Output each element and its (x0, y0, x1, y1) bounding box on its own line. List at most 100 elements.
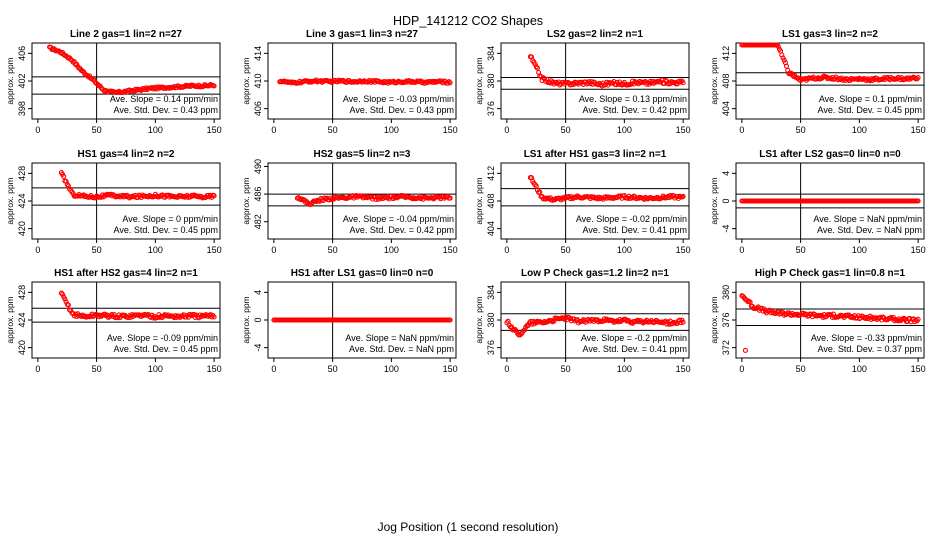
x-tick-label: 0 (739, 245, 744, 255)
std-dev-annotation: Ave. Std. Dev. = NaN ppm (817, 225, 922, 235)
y-tick-label: 372 (721, 340, 731, 355)
std-dev-annotation: Ave. Std. Dev. = 0.45 ppm (114, 344, 218, 354)
series-points (58, 170, 217, 201)
data-point (79, 68, 86, 74)
slope-annotation: Ave. Slope = NaN ppm/min (345, 333, 454, 343)
series-points (271, 317, 453, 323)
data-point (534, 65, 540, 71)
x-tick-label: 0 (739, 364, 744, 374)
x-tick-label: 0 (504, 364, 509, 374)
panel-9: HS1 after HS2 gas=4 lin=2 n=1 0 50 100 150 42… (5, 268, 222, 374)
x-tick-label: 100 (148, 364, 163, 374)
data-point (59, 291, 66, 297)
y-tick-label: 404 (721, 101, 731, 116)
data-point (541, 76, 548, 82)
data-point (781, 57, 787, 63)
panel-title: HS2 gas=5 lin=2 n=3 (314, 149, 411, 160)
x-tick-label: 50 (92, 125, 102, 135)
data-point (447, 317, 453, 323)
slope-annotation: Ave. Slope = 0.14 ppm/min (110, 94, 218, 104)
slope-annotation: Ave. Slope = -0.33 ppm/min (811, 333, 922, 343)
slope-annotation: Ave. Slope = -0.02 ppm/min (576, 214, 687, 224)
std-dev-annotation: Ave. Std. Dev. = 0.42 ppm (583, 105, 687, 115)
y-tick-label: 420 (17, 340, 27, 355)
y-tick-label: 482 (253, 214, 263, 229)
data-point (58, 290, 64, 296)
panel-title: High P Check gas=1 lin=0.8 n=1 (755, 268, 906, 279)
data-point (196, 315, 202, 321)
data-point (537, 189, 543, 195)
y-axis-label: approx. ppm (474, 177, 484, 224)
y-tick-label: 406 (17, 46, 27, 61)
y-tick-label: 384 (486, 285, 496, 300)
x-tick-label: 0 (271, 125, 276, 135)
x-tick-label: 100 (384, 245, 399, 255)
x-tick-label: 50 (92, 245, 102, 255)
y-tick-label: 380 (486, 312, 496, 327)
data-point (64, 54, 70, 60)
slope-annotation: Ave. Slope = -0.03 ppm/min (343, 94, 454, 104)
x-tick-label: 100 (384, 364, 399, 374)
data-point (149, 312, 155, 318)
data-point (211, 193, 217, 199)
x-tick-label: 100 (617, 125, 632, 135)
slope-annotation: Ave. Slope = -0.04 ppm/min (343, 214, 454, 224)
series-points (277, 77, 453, 86)
y-tick-label: 404 (486, 221, 496, 236)
x-tick-label: 100 (852, 364, 867, 374)
panel-6: HS2 gas=5 lin=2 n=3 0 50 100 150 482 486 490app… (241, 149, 458, 255)
series-points (527, 54, 686, 89)
slope-annotation: Ave. Slope = -0.2 ppm/min (581, 333, 687, 343)
y-tick-label: 380 (486, 73, 496, 88)
y-tick-label: 428 (17, 166, 27, 181)
y-tick-label: 402 (17, 73, 27, 88)
panel-title: HS1 gas=4 lin=2 n=2 (78, 149, 175, 160)
data-point (446, 79, 452, 85)
data-point (63, 299, 69, 305)
std-dev-annotation: Ave. Std. Dev. = 0.43 ppm (350, 105, 454, 115)
panel-title: HS1 after HS2 gas=4 lin=2 n=1 (54, 268, 198, 279)
slope-annotation: Ave. Slope = 0.13 ppm/min (579, 94, 687, 104)
data-point (61, 173, 67, 180)
panel-2: Line 3 gas=1 lin=3 n=27 0 50 100 150 406 410 41… (241, 29, 458, 135)
slope-annotation: Ave. Slope = 0 ppm/min (122, 214, 218, 224)
y-axis-label: approx. ppm (709, 177, 719, 224)
y-tick-label: 412 (486, 166, 496, 181)
x-tick-label: 0 (271, 364, 276, 374)
y-axis-label: approx. ppm (474, 296, 484, 343)
y-tick-label: 380 (721, 285, 731, 300)
x-tick-label: 150 (443, 245, 458, 255)
panel-title: LS1 after LS2 gas=0 lin=0 n=0 (759, 149, 901, 160)
data-point (665, 319, 671, 325)
y-tick-label: 420 (17, 221, 27, 236)
x-tick-label: 150 (911, 125, 926, 135)
data-point (527, 319, 533, 325)
x-tick-label: 100 (852, 245, 867, 255)
y-tick-label: 4 (721, 171, 731, 176)
y-axis-label: approx. ppm (5, 57, 15, 104)
panel-5: HS1 gas=4 lin=2 n=2 0 50 100 150 420 424 428app… (5, 149, 222, 255)
y-tick-label: 0 (253, 317, 263, 322)
data-point (62, 296, 68, 302)
series-points (739, 293, 921, 353)
panel-title: LS1 gas=3 lin=2 n=2 (782, 29, 878, 40)
y-tick-label: 490 (253, 159, 263, 174)
y-tick-label: 384 (486, 46, 496, 61)
series-points (739, 42, 921, 84)
figure-title: HDP_141212 CO2 Shapes (393, 14, 543, 28)
x-tick-label: 0 (504, 125, 509, 135)
x-tick-label: 150 (207, 125, 222, 135)
x-tick-label: 150 (911, 364, 926, 374)
x-tick-label: 0 (739, 125, 744, 135)
data-point (518, 331, 524, 337)
std-dev-annotation: Ave. Std. Dev. = NaN ppm (349, 344, 454, 354)
data-point (627, 195, 633, 202)
y-axis-label: approx. ppm (241, 177, 251, 224)
data-point (191, 312, 197, 318)
data-point (910, 316, 916, 322)
x-tick-label: 100 (852, 125, 867, 135)
y-tick-label: 428 (17, 285, 27, 300)
y-tick-label: 4 (253, 290, 263, 295)
x-tick-label: 50 (328, 245, 338, 255)
x-tick-label: 150 (676, 364, 691, 374)
